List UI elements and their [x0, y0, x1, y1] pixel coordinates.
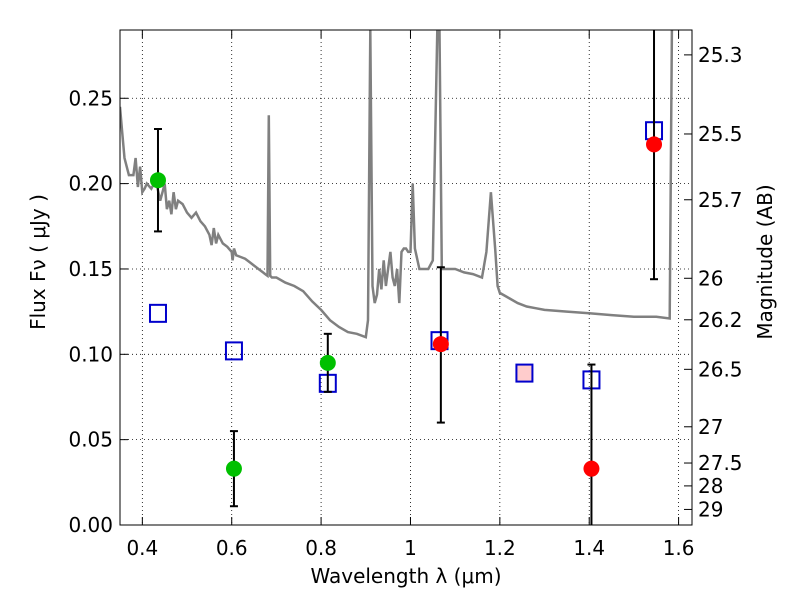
right-tick-label: 27: [698, 415, 723, 439]
x-tick-label: 1.2: [484, 536, 516, 560]
y-axis-right-label: Magnitude (AB): [753, 184, 777, 339]
model-square-point: [515, 363, 534, 383]
x-tick-label: 0.6: [216, 536, 248, 560]
photometry-markers: [148, 30, 664, 525]
right-tick-label: 25.3: [698, 43, 743, 67]
x-tick-label: 0.8: [305, 536, 337, 560]
data-point: [149, 172, 166, 189]
x-tick-label: 1: [404, 536, 417, 560]
model-square-point: [148, 303, 167, 323]
y-tick-label: 0.15: [68, 257, 113, 281]
y-tick-label: 0.00: [68, 513, 113, 537]
right-tick-label: 28: [698, 474, 723, 498]
y-tick-label: 0.05: [68, 428, 113, 452]
right-tick-label: 27.5: [698, 451, 743, 475]
x-axis-label: Wavelength λ (μm): [310, 564, 501, 588]
right-tick-label: 25.5: [698, 122, 743, 146]
right-tick-label: 26: [698, 266, 723, 290]
y-tick-label: 0.20: [68, 172, 113, 196]
grid-lines: [120, 30, 692, 526]
right-tick-label: 25.7: [698, 188, 743, 212]
y-tick-label: 0.25: [68, 86, 113, 110]
x-tick-label: 1.6: [663, 536, 695, 560]
data-point: [225, 460, 242, 477]
y-tick-label: 0.10: [68, 342, 113, 366]
x-tick-label: 1.4: [573, 536, 605, 560]
spectrum-line: [120, 30, 674, 339]
data-point: [319, 354, 336, 371]
y-axis-label: Flux Fν ( μJy ): [26, 194, 50, 330]
data-point: [583, 460, 600, 477]
right-tick-label: 26.2: [698, 308, 743, 332]
data-point: [646, 136, 663, 153]
data-point: [432, 336, 449, 353]
right-tick-label: 29: [698, 497, 723, 521]
model-square-point: [224, 341, 243, 361]
plot-frame: [119, 29, 693, 526]
x-tick-label: 0.4: [126, 536, 158, 560]
right-tick-label: 26.5: [698, 357, 743, 381]
ticks: 0.4 0.6 0.8 1 1.2 1.4 1.6 0.00 0.05 0.10 0.15 0.20 0…: [68, 30, 743, 560]
model-spectrum: [120, 30, 674, 339]
